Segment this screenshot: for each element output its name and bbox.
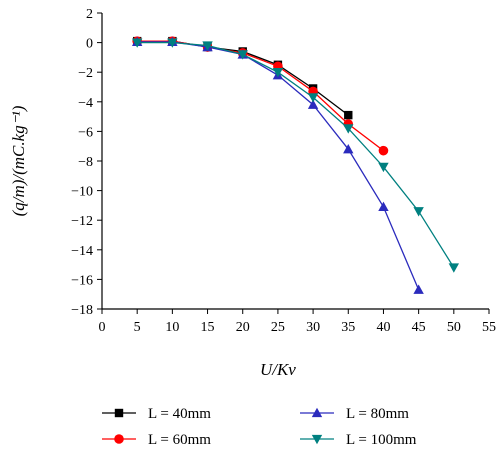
series-line (137, 41, 455, 268)
legend-swatch-marker (114, 434, 124, 444)
x-tick-label: 45 (412, 320, 426, 335)
x-axis-title: U/Kv (260, 360, 296, 379)
x-tick-label: 5 (134, 320, 141, 335)
x-tick-label: 20 (236, 320, 250, 335)
legend: L = 40mm L = 60mm L = 80mm L = 100mm (102, 406, 417, 448)
plot-axes: 0 5 10 15 20 25 30 35 40 45 50 5520−2−4−6−8−10−12−1… (9, 7, 496, 379)
series-3 (131, 38, 460, 273)
data-point (272, 68, 284, 78)
data-point (343, 124, 354, 134)
legend-item: L = 40mm (102, 406, 211, 422)
data-point (378, 145, 389, 156)
legend-item: L = 80mm (300, 406, 409, 422)
data-point (378, 162, 389, 173)
legend-swatch-marker (114, 408, 124, 418)
y-tick-label: −4 (78, 96, 93, 111)
x-tick-label: 50 (447, 320, 461, 335)
y-axis-title: (q/m)/(mC.kg⁻¹) (9, 105, 28, 216)
data-point (343, 143, 354, 154)
series-layer (131, 36, 460, 294)
data-point (448, 263, 460, 273)
legend-swatch-marker (311, 434, 323, 445)
legend-item: L = 60mm (102, 432, 211, 448)
y-tick-label: −12 (71, 214, 93, 229)
data-point (131, 38, 143, 48)
x-tick-label: 35 (341, 320, 355, 335)
data-point (413, 284, 424, 294)
data-point (202, 41, 213, 51)
x-tick-label: 55 (482, 320, 496, 335)
y-tick-label: 2 (86, 7, 93, 22)
legend-label: L = 100mm (346, 432, 417, 448)
data-point (167, 38, 178, 48)
series-1 (132, 36, 389, 156)
x-tick-label: 30 (306, 320, 320, 335)
legend-label: L = 60mm (148, 432, 211, 448)
x-tick-label: 0 (99, 320, 106, 335)
y-tick-label: 0 (86, 37, 93, 52)
legend-swatch-marker (311, 407, 323, 418)
x-tick-label: 40 (376, 320, 390, 335)
data-point (307, 99, 319, 109)
data-point (344, 110, 353, 120)
x-tick-label: 10 (165, 320, 179, 335)
y-tick-label: −18 (71, 303, 93, 318)
x-tick-label: 15 (201, 320, 215, 335)
data-point (307, 93, 319, 103)
legend-item: L = 100mm (300, 432, 417, 448)
y-tick-label: −2 (78, 66, 93, 81)
x-tick-label: 25 (271, 320, 285, 335)
data-point (237, 50, 248, 60)
y-tick-label: −14 (71, 244, 93, 259)
y-tick-label: −10 (71, 185, 93, 200)
legend-label: L = 40mm (148, 406, 211, 422)
data-point (413, 207, 424, 217)
data-point (378, 201, 389, 212)
y-tick-label: −16 (71, 273, 93, 288)
y-tick-label: −6 (78, 125, 93, 140)
legend-label: L = 80mm (346, 406, 409, 422)
y-tick-label: −8 (78, 155, 93, 170)
